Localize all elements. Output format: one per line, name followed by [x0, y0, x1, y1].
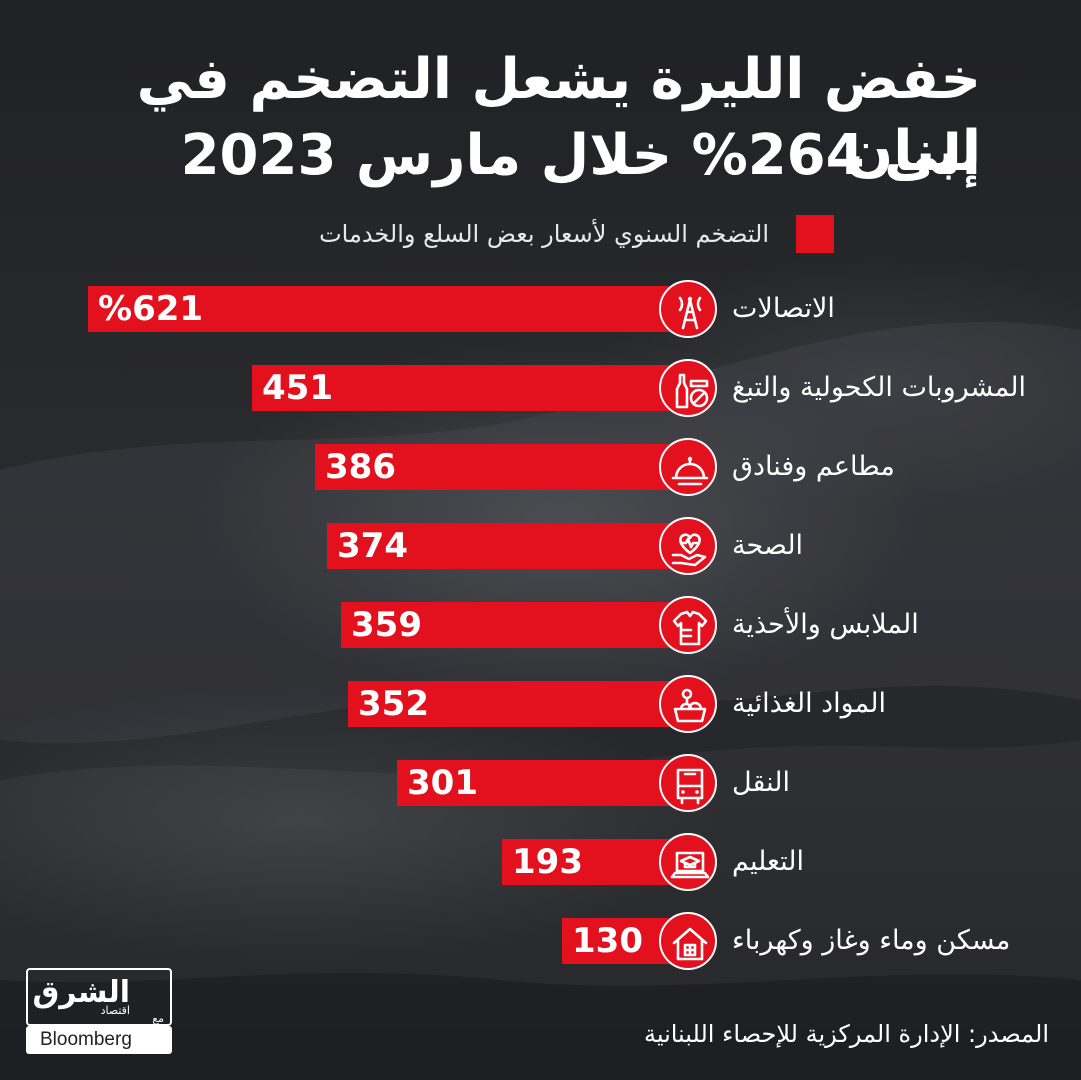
category-label-3: مطاعم وفنادق — [732, 451, 895, 482]
data-label-7: 301 — [407, 763, 478, 803]
logo-box: الشرق اقتصاد — [26, 968, 172, 1026]
data-label-2: 451 — [262, 368, 333, 408]
logo-partner-bar: مع Bloomberg — [26, 1012, 172, 1054]
category-label-6: المواد الغذائية — [732, 688, 886, 719]
category-label-5: الملابس والأحذية — [732, 609, 919, 640]
data-label-5: 359 — [351, 605, 422, 645]
logo-name: الشرق — [32, 975, 130, 1010]
data-label-6: 352 — [358, 684, 429, 724]
house-icon — [659, 912, 717, 970]
cloche-icon — [659, 438, 717, 496]
source-note: المصدر: الإدارة المركزية للإحصاء اللبنان… — [643, 1020, 1049, 1048]
bar-1 — [88, 286, 688, 332]
bottle-no-smoking-icon — [659, 359, 717, 417]
data-label-1: %621 — [98, 289, 204, 329]
clothes-icon — [659, 596, 717, 654]
groceries-icon — [659, 675, 717, 733]
legend-swatch — [796, 215, 834, 253]
logo-partner: Bloomberg — [40, 1029, 132, 1050]
logo: الشرق اقتصاد مع Bloomberg — [26, 968, 178, 1056]
data-label-4: 374 — [337, 526, 408, 566]
legend-label: التضخم السنوي لأسعار بعض السلع والخدمات — [319, 220, 769, 248]
page-title-line-2: إلى 264% خلال مارس 2023 — [180, 123, 981, 188]
bus-icon — [659, 754, 717, 812]
category-label-8: التعليم — [732, 846, 804, 877]
telecom-tower-icon — [659, 280, 717, 338]
logo-sub: اقتصاد — [100, 1004, 130, 1017]
category-label-9: مسكن وماء وغاز وكهرباء — [732, 925, 1011, 956]
bar-2 — [252, 365, 688, 411]
category-label-1: الاتصالات — [732, 293, 835, 324]
page-title-line-1: خفض الليرة يشعل التضخم في لبنان — [136, 47, 981, 184]
bar-6 — [348, 681, 688, 727]
category-label-4: الصحة — [732, 530, 804, 561]
bar-7 — [397, 760, 688, 806]
category-label-2: المشروبات الكحولية والتبغ — [732, 372, 1026, 403]
data-label-9: 130 — [572, 921, 643, 961]
data-label-3: 386 — [325, 447, 396, 487]
bar-5 — [341, 602, 688, 648]
bar-4 — [327, 523, 688, 569]
bar-8 — [502, 839, 688, 885]
logo-with: مع — [152, 1012, 164, 1025]
bar-3 — [315, 444, 688, 490]
heart-hand-icon — [659, 517, 717, 575]
category-label-7: النقل — [732, 767, 790, 798]
laptop-graduation-icon — [659, 833, 717, 891]
data-label-8: 193 — [512, 842, 583, 882]
